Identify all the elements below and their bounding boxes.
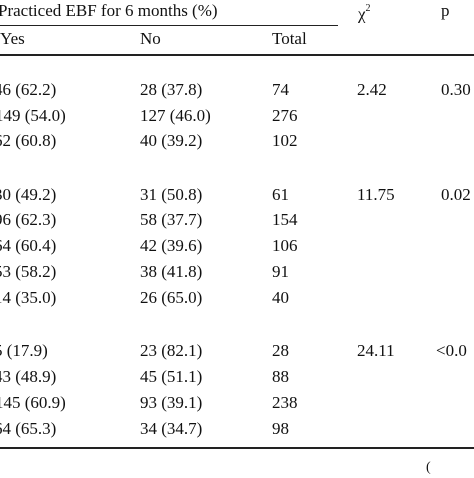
cell-total: 106 bbox=[272, 236, 298, 255]
cell-yes: 149 (54.0) bbox=[0, 106, 66, 125]
chi-label: χ bbox=[358, 4, 366, 24]
cell-yes: 64 (65.3) bbox=[0, 419, 57, 438]
cell-p-value: 0.02 bbox=[441, 185, 471, 204]
cell-yes: 43 (48.9) bbox=[0, 367, 57, 386]
cell-yes: 62 (60.8) bbox=[0, 131, 57, 150]
cell-p-value: <0.0 bbox=[436, 341, 467, 360]
cell-yes: 14 (35.0) bbox=[0, 288, 57, 307]
col-header-no: No bbox=[140, 29, 161, 48]
cell-no: 23 (82.1) bbox=[140, 341, 203, 360]
cell-yes: 64 (60.4) bbox=[0, 236, 57, 255]
cell-no: 40 (39.2) bbox=[140, 131, 203, 150]
cell-yes: 30 (49.2) bbox=[0, 185, 57, 204]
cell-total: 154 bbox=[272, 210, 298, 229]
header-bottom-rule bbox=[0, 54, 474, 56]
cell-no: 58 (37.7) bbox=[140, 210, 203, 229]
cell-no: 93 (39.1) bbox=[140, 393, 203, 412]
cell-yes: 145 (60.9) bbox=[0, 393, 66, 412]
cell-chi-square: 24.11 bbox=[357, 341, 395, 360]
cell-total: 88 bbox=[272, 367, 289, 386]
footer-fragment: ( bbox=[426, 460, 431, 475]
cell-total: 102 bbox=[272, 131, 298, 150]
cell-yes: 96 (62.3) bbox=[0, 210, 57, 229]
cell-chi-square: 11.75 bbox=[357, 185, 395, 204]
cell-chi-square: 2.42 bbox=[357, 80, 387, 99]
cell-no: 45 (51.1) bbox=[140, 367, 203, 386]
chi-square-header: χ2 bbox=[358, 1, 371, 25]
col-header-total: Total bbox=[272, 29, 307, 48]
header-underline-rule bbox=[0, 25, 338, 26]
cell-total: 91 bbox=[272, 262, 289, 281]
cell-total: 40 bbox=[272, 288, 289, 307]
col-header-yes: Yes bbox=[0, 29, 25, 48]
cell-no: 38 (41.8) bbox=[140, 262, 203, 281]
cell-total: 98 bbox=[272, 419, 289, 438]
cell-no: 26 (65.0) bbox=[140, 288, 203, 307]
table-bottom-rule bbox=[0, 447, 474, 449]
cell-no: 34 (34.7) bbox=[140, 419, 203, 438]
cell-yes: 46 (62.2) bbox=[0, 80, 57, 99]
cell-total: 28 bbox=[272, 341, 289, 360]
cell-no: 28 (37.8) bbox=[140, 80, 203, 99]
cell-no: 31 (50.8) bbox=[140, 185, 203, 204]
cell-no: 42 (39.6) bbox=[140, 236, 203, 255]
chi-superscript: 2 bbox=[365, 3, 371, 14]
p-header: p bbox=[441, 1, 450, 20]
group-title: Practiced EBF for 6 months (%) bbox=[0, 1, 218, 20]
cell-no: 127 (46.0) bbox=[140, 106, 211, 125]
cell-yes: 5 (17.9) bbox=[0, 341, 48, 360]
cell-total: 74 bbox=[272, 80, 289, 99]
cell-total: 238 bbox=[272, 393, 298, 412]
cell-yes: 53 (58.2) bbox=[0, 262, 57, 281]
cell-p-value: 0.30 bbox=[441, 80, 471, 99]
cell-total: 61 bbox=[272, 185, 289, 204]
cell-total: 276 bbox=[272, 106, 298, 125]
